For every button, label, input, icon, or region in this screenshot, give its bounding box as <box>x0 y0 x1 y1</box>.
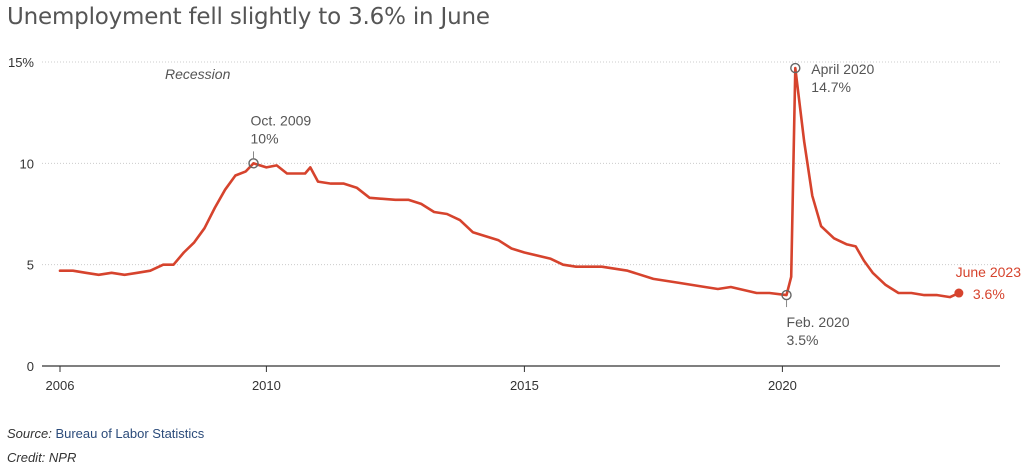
annotation-date: Feb. 2020 <box>787 314 850 330</box>
x-tick-label: 2015 <box>510 378 539 393</box>
source-label: Source: <box>7 426 52 441</box>
annotation-value: 14.7% <box>811 79 851 95</box>
end-point-marker <box>954 288 964 298</box>
x-tick-label: 2010 <box>252 378 281 393</box>
annotation-date: June 2023 <box>956 264 1022 280</box>
annotation-value: 3.6% <box>973 286 1005 302</box>
credit-line: Credit: NPR <box>7 450 77 465</box>
annotation-date: Oct. 2009 <box>251 112 312 128</box>
x-tick-label: 2020 <box>768 378 797 393</box>
unemployment-line <box>58 66 961 299</box>
annotation-marker <box>790 62 801 74</box>
source-link[interactable]: Bureau of Labor Statistics <box>55 426 205 441</box>
annotation-marker <box>248 158 259 169</box>
chart-title: Unemployment fell slightly to 3.6% in Ju… <box>7 4 490 30</box>
recession-label: Recession <box>165 66 231 82</box>
source-line: Source: Bureau of Labor Statistics <box>7 426 204 441</box>
annotation-value: 10% <box>251 130 279 146</box>
y-tick-label: 0 <box>27 359 34 374</box>
annotation-marker <box>781 289 792 301</box>
y-tick-label: 10 <box>20 156 34 171</box>
annotation-value: 3.5% <box>787 332 819 348</box>
x-tick-label: 2006 <box>46 378 75 393</box>
y-tick-label: 15% <box>8 55 34 70</box>
y-tick-label: 5 <box>27 258 34 273</box>
annotation-date: April 2020 <box>811 61 874 77</box>
